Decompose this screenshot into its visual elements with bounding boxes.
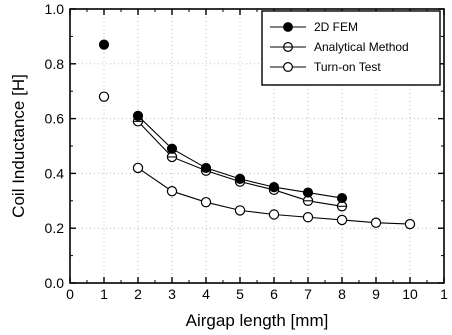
- series-2d-fem: [98, 39, 348, 204]
- series-turn-on-test-point-8: [370, 217, 382, 228]
- series-2d-fem-point-1-dot: [132, 110, 144, 121]
- series-turn-on-test-point-6: [302, 212, 314, 223]
- legend-entry-2-marker: [283, 61, 294, 72]
- series-turn-on-test-point-2-ring: [166, 186, 178, 197]
- legend-entry-0-marker: [283, 22, 293, 32]
- series-turn-on-test-point-1-ring: [132, 162, 144, 174]
- x-tick-label-6: 6: [270, 286, 278, 302]
- x-tick-label-5: 5: [236, 286, 244, 302]
- legend-entry-2: Turn-on Test: [270, 60, 381, 74]
- y-tick-label-0: 0.0: [45, 275, 65, 291]
- series-2d-fem-point-7: [336, 192, 348, 204]
- legend-entry-2-marker-ring: [283, 61, 294, 72]
- series-turn-on-test-point-2: [166, 186, 178, 197]
- series-turn-on-test-point-7-ring: [336, 214, 348, 226]
- series-2d-fem-point-6-dot: [302, 187, 314, 198]
- y-tick-label-5: 1.0: [45, 1, 65, 17]
- y-tick-label-2: 0.4: [45, 165, 65, 181]
- series-2d-fem-point-4-dot: [234, 173, 246, 184]
- x-tick-label-2: 2: [134, 286, 142, 302]
- series-2d-fem-point-5-dot: [268, 182, 280, 193]
- legend-entry-1-label: Analytical Method: [314, 40, 409, 54]
- legend-box: [261, 10, 441, 86]
- x-tick-label-7: 7: [304, 286, 312, 302]
- legend-entry-0: 2D FEM: [270, 20, 358, 34]
- series-2d-fem-point-2-dot: [166, 143, 178, 154]
- series-2d-fem-point-0-dot: [98, 39, 110, 50]
- series-turn-on-test-point-5-ring: [268, 209, 280, 220]
- series-2d-fem-point-3-dot: [200, 162, 212, 174]
- series-turn-on-test-point-7: [336, 214, 348, 226]
- series-2d-fem-point-6: [302, 187, 314, 198]
- legend-entry-1: Analytical Method: [270, 40, 409, 54]
- legend-entry-2-label: Turn-on Test: [314, 60, 381, 74]
- x-tick-label-9: 9: [372, 286, 380, 302]
- y-axis-title: Coil Inductance [H]: [9, 74, 28, 218]
- series-turn-on-test-point-9-ring: [404, 218, 416, 230]
- series-2d-fem-point-7-dot: [336, 192, 348, 204]
- series-turn-on-test: [98, 91, 416, 230]
- series-turn-on-test-point-3: [200, 196, 212, 208]
- y-tick-label-1: 0.2: [45, 220, 65, 236]
- x-axis-title: Airgap length [mm]: [186, 311, 329, 330]
- series-2d-fem-point-0: [98, 39, 110, 50]
- x-tick-label-3: 3: [168, 286, 176, 302]
- x-tick-label-0: 0: [66, 286, 74, 302]
- legend-entry-0-marker-dot: [283, 22, 293, 32]
- axis-ticks: 0.0 0.2 0.4 0.6 0.8 1.0 0 1 2 3 4 5 6 7 8 9 10 1: [45, 1, 449, 302]
- series-turn-on-test-point-8-ring: [370, 217, 382, 228]
- x-tick-label-4: 4: [202, 286, 210, 302]
- grid-lines: [70, 9, 444, 283]
- series-turn-on-test-point-1: [132, 162, 144, 174]
- series-turn-on-test-point-3-ring: [200, 196, 212, 208]
- x-tick-label-10: 10: [402, 286, 418, 302]
- axis-labels: Airgap length [mm] Coil Inductance [H]: [9, 74, 328, 330]
- series-turn-on-test-point-6-ring: [302, 212, 314, 223]
- series-2d-fem-point-4: [234, 173, 246, 184]
- legend: 2D FEM Analytical Method Turn-on Test: [261, 10, 441, 86]
- series-turn-on-test-point-4-ring: [234, 205, 246, 216]
- y-tick-label-4: 0.8: [45, 56, 65, 72]
- series-turn-on-test-point-0: [98, 91, 110, 102]
- series-2d-fem-point-1: [132, 110, 144, 121]
- x-tick-label-11: 1: [440, 286, 448, 302]
- legend-entry-0-label: 2D FEM: [314, 20, 358, 34]
- series-2d-fem-point-5: [268, 182, 280, 193]
- series-turn-on-test-point-4: [234, 205, 246, 216]
- series-turn-on-test-point-5: [268, 209, 280, 220]
- series-turn-on-test-point-0-ring: [98, 91, 110, 102]
- series-analytical-method: [132, 116, 348, 212]
- series-turn-on-test-point-9: [404, 218, 416, 230]
- series-2d-fem-point-3: [200, 162, 212, 174]
- data-series: [98, 39, 416, 230]
- series-2d-fem-point-2: [166, 143, 178, 154]
- y-tick-label-3: 0.6: [45, 111, 65, 127]
- x-tick-label-8: 8: [338, 286, 346, 302]
- legend-entry-1-marker: [283, 41, 294, 52]
- x-tick-label-1: 1: [100, 286, 108, 302]
